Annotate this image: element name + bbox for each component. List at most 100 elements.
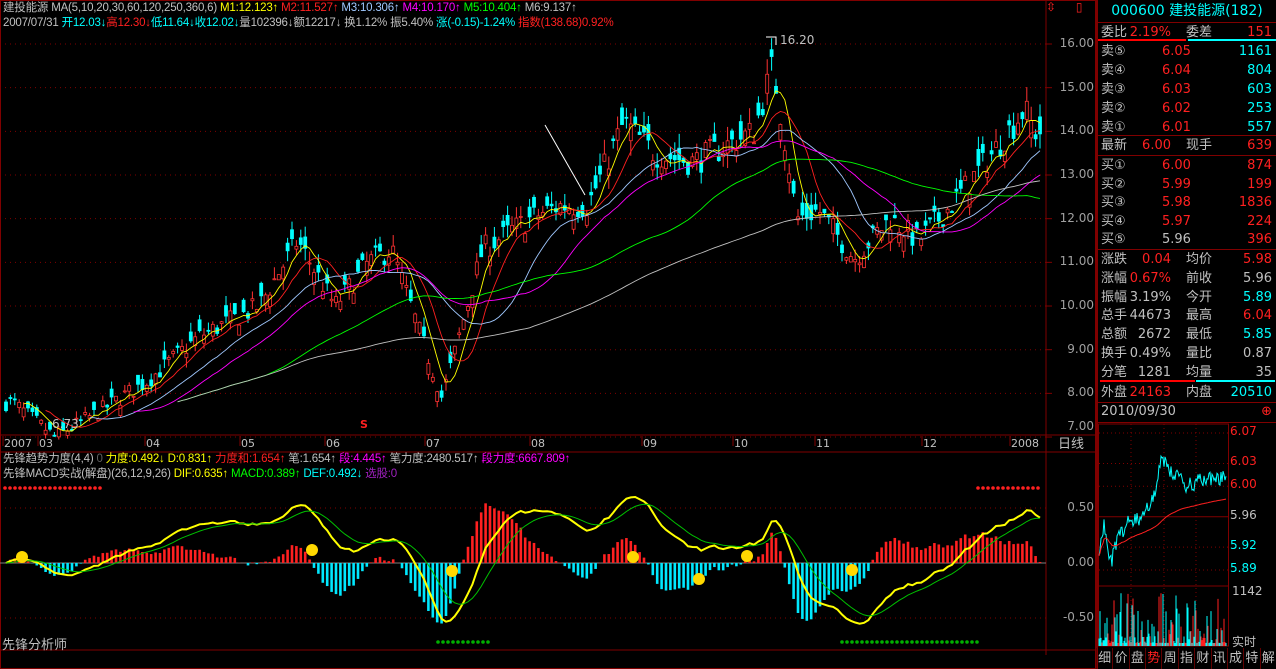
signal-dot-green [870, 640, 874, 644]
candle-up [228, 310, 233, 324]
tab-4[interactable]: 周 [1161, 648, 1177, 669]
intraday-mini-chart[interactable] [1096, 423, 1276, 648]
indicator2-name[interactable]: 先锋MACD实战(解盘)(26,12,9,26) [3, 468, 171, 480]
candle-up [628, 123, 633, 142]
tab-6[interactable]: 财 [1194, 648, 1210, 669]
signal-dot-green [441, 640, 445, 644]
ask-row[interactable]: 卖③ 6.03 603 [1098, 80, 1276, 100]
price-axis-label: 14.00 [1059, 123, 1094, 138]
candle-down [589, 191, 594, 196]
candle-up [272, 278, 277, 281]
candle-down [360, 253, 365, 260]
tab-10[interactable]: 解 [1259, 648, 1276, 669]
candle-up [294, 245, 299, 250]
bid-row[interactable]: 买② 5.99 199 [1098, 175, 1276, 195]
tab-7[interactable]: 讯 [1210, 648, 1227, 669]
signal-dot-red [1016, 486, 1020, 490]
candle-down [34, 407, 39, 416]
stat-l2: 最高 [1186, 308, 1213, 324]
stat-v1: 0.04 [1142, 252, 1171, 267]
tab-9[interactable]: 特 [1243, 648, 1259, 669]
smiley-icon [16, 551, 28, 563]
date-axis-label: 12 [923, 437, 937, 450]
candle-up [897, 232, 902, 244]
inner-value: 20510 [1230, 385, 1272, 400]
signal-dot-red [3, 486, 7, 490]
level-volume: 396 [1247, 232, 1272, 248]
candle-up [994, 141, 998, 148]
candle-up [184, 352, 189, 359]
window-icon[interactable]: ▯ [1075, 0, 1083, 14]
crosshair-icon[interactable]: ⊕ [1261, 404, 1272, 419]
index-change: 指数(138.68)0.92% [518, 17, 614, 29]
ma-definition: MA(5,10,20,30,60,120,250,360,6) [51, 2, 217, 14]
candle-up [844, 257, 849, 261]
candle-down [840, 244, 844, 254]
candle-up [945, 208, 950, 214]
candle-up [404, 285, 409, 288]
tab-5[interactable]: 指 [1177, 648, 1194, 669]
candle-up [523, 233, 528, 243]
bid-row[interactable]: 买① 6.00 874 [1098, 156, 1276, 176]
quote-date: 2010/09/30 [1101, 404, 1176, 419]
candle-up [571, 214, 576, 230]
ask-row[interactable]: 卖④ 6.04 804 [1098, 61, 1276, 81]
date-axis-label: 05 [241, 437, 255, 450]
indicator1-name[interactable]: 先锋趋势力度(4,4) [3, 453, 94, 465]
tab-8[interactable]: 成 [1226, 648, 1243, 669]
tab-2[interactable]: 盘 [1128, 648, 1145, 669]
candle-down [290, 229, 294, 240]
outer-frame [0, 0, 1096, 669]
dif-value: DIF:0.635 [173, 468, 223, 480]
period-label[interactable]: 日线 [1058, 437, 1085, 452]
candle-up [395, 261, 400, 266]
smiley-icon [627, 551, 639, 563]
stat-l1: 总手 [1101, 308, 1128, 324]
smiley-icon [846, 564, 858, 576]
candle-up [752, 142, 756, 145]
candle-up [483, 234, 488, 245]
bid-row[interactable]: 买④ 5.97 224 [1098, 212, 1276, 232]
candle-down [505, 214, 510, 226]
bid-row[interactable]: 买⑤ 5.96 396 [1098, 230, 1276, 250]
candle-down [941, 224, 946, 227]
ma-line-60 [177, 158, 1041, 403]
ask-row[interactable]: 卖② 6.02 253 [1098, 99, 1276, 119]
sort-arrows-icon[interactable]: ⇳ [1046, 0, 1057, 14]
level-label: 买⑤ [1101, 232, 1126, 248]
candle-up [1002, 150, 1007, 162]
tab-1[interactable]: 价 [1112, 648, 1128, 669]
level-volume: 1836 [1238, 195, 1272, 211]
signal-dot-red [8, 486, 12, 490]
smiley-icon [446, 565, 458, 577]
candle-down [813, 204, 818, 210]
candle-up [171, 350, 176, 355]
signal-dot-red [33, 486, 37, 490]
signal-dot-red [981, 486, 985, 490]
signal-dot-green [895, 640, 899, 644]
macd-axis-label: -0.50 [1062, 610, 1094, 624]
bar-change: 涨(-0.15)-1.24% [436, 17, 516, 29]
signal-dot-green [461, 640, 465, 644]
signal-dot-red [23, 486, 27, 490]
level-price: 5.98 [1162, 195, 1191, 211]
candle-down [1038, 116, 1042, 135]
kline-chart[interactable] [0, 0, 1096, 669]
signal-dot-green [920, 640, 924, 644]
candle-up [127, 385, 132, 392]
candle-up [307, 262, 312, 265]
stat-v1: 3.19% [1129, 289, 1171, 305]
signal-dot-red [1001, 486, 1005, 490]
signal-dot-green [930, 640, 934, 644]
tab-3[interactable]: 势 [1145, 648, 1161, 669]
candle-down [373, 245, 378, 248]
candle-up [985, 172, 990, 178]
candle-down [92, 401, 96, 410]
candle-down [492, 236, 497, 249]
ask-row[interactable]: 卖① 6.01 557 [1098, 118, 1276, 138]
ask-row[interactable]: 卖⑤ 6.05 1161 [1098, 42, 1276, 62]
signal-dot-green [845, 640, 849, 644]
tab-0[interactable]: 细 [1096, 648, 1112, 669]
bid-row[interactable]: 买③ 5.98 1836 [1098, 193, 1276, 213]
stat-v2: 5.98 [1243, 252, 1272, 267]
